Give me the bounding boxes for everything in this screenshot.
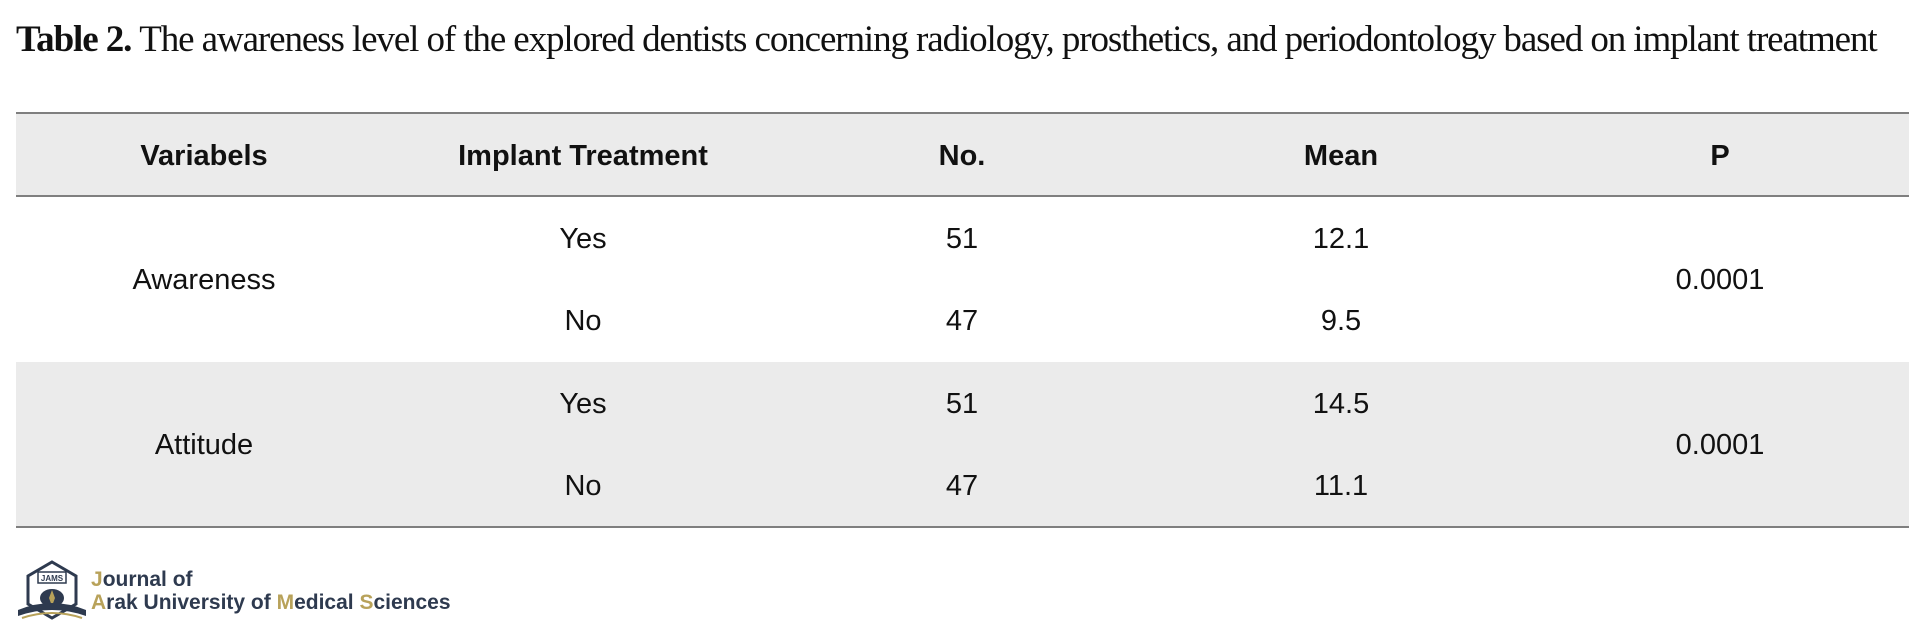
table-caption-label: Table 2.	[16, 19, 132, 60]
attitude-yes-no: 51	[945, 388, 979, 420]
attitude-no-mean: 11.1	[1313, 470, 1369, 502]
journal-name-line-2: Arak University of Medical Sciences	[91, 591, 451, 614]
header-variables: Variabels	[140, 140, 268, 172]
journal-name-line-1: Journal of	[91, 568, 193, 591]
awareness-no-mean: 9.5	[1320, 305, 1362, 337]
table-bottom-rule	[16, 526, 1909, 528]
awareness-yes-mean: 12.1	[1312, 223, 1370, 255]
variable-attitude: Attitude	[154, 429, 254, 461]
table-caption-text: The awareness level of the explored dent…	[139, 19, 1877, 60]
header-implant-treatment: Implant Treatment	[458, 140, 708, 172]
header-mean: Mean	[1303, 140, 1379, 172]
attitude-band	[16, 362, 1909, 526]
header-band	[16, 114, 1909, 195]
awareness-no-treatment: No	[564, 305, 602, 337]
awareness-no-no: 47	[945, 305, 979, 337]
table-caption: Table 2. The awareness level of the explo…	[16, 18, 1916, 61]
journal-seal-icon: JAMS	[18, 560, 86, 620]
header-p: P	[1710, 140, 1730, 172]
attitude-yes-treatment: Yes	[559, 388, 607, 420]
awareness-yes-no: 51	[945, 223, 979, 255]
seal-text: JAMS	[41, 574, 64, 583]
journal-logo: JAMS Journal of Arak University of Medic…	[16, 558, 456, 628]
awareness-yes-treatment: Yes	[559, 223, 607, 255]
header-bottom-rule	[16, 195, 1909, 197]
attitude-no-treatment: No	[564, 470, 602, 502]
attitude-no-no: 47	[945, 470, 979, 502]
p-attitude: 0.0001	[1675, 429, 1765, 461]
variable-awareness: Awareness	[132, 264, 276, 296]
header-no: No.	[938, 140, 986, 172]
table-top-rule	[16, 112, 1909, 114]
attitude-yes-mean: 14.5	[1312, 388, 1370, 420]
journal-name: Journal of Arak University of Medical Sc…	[91, 568, 451, 614]
p-awareness: 0.0001	[1675, 264, 1765, 296]
